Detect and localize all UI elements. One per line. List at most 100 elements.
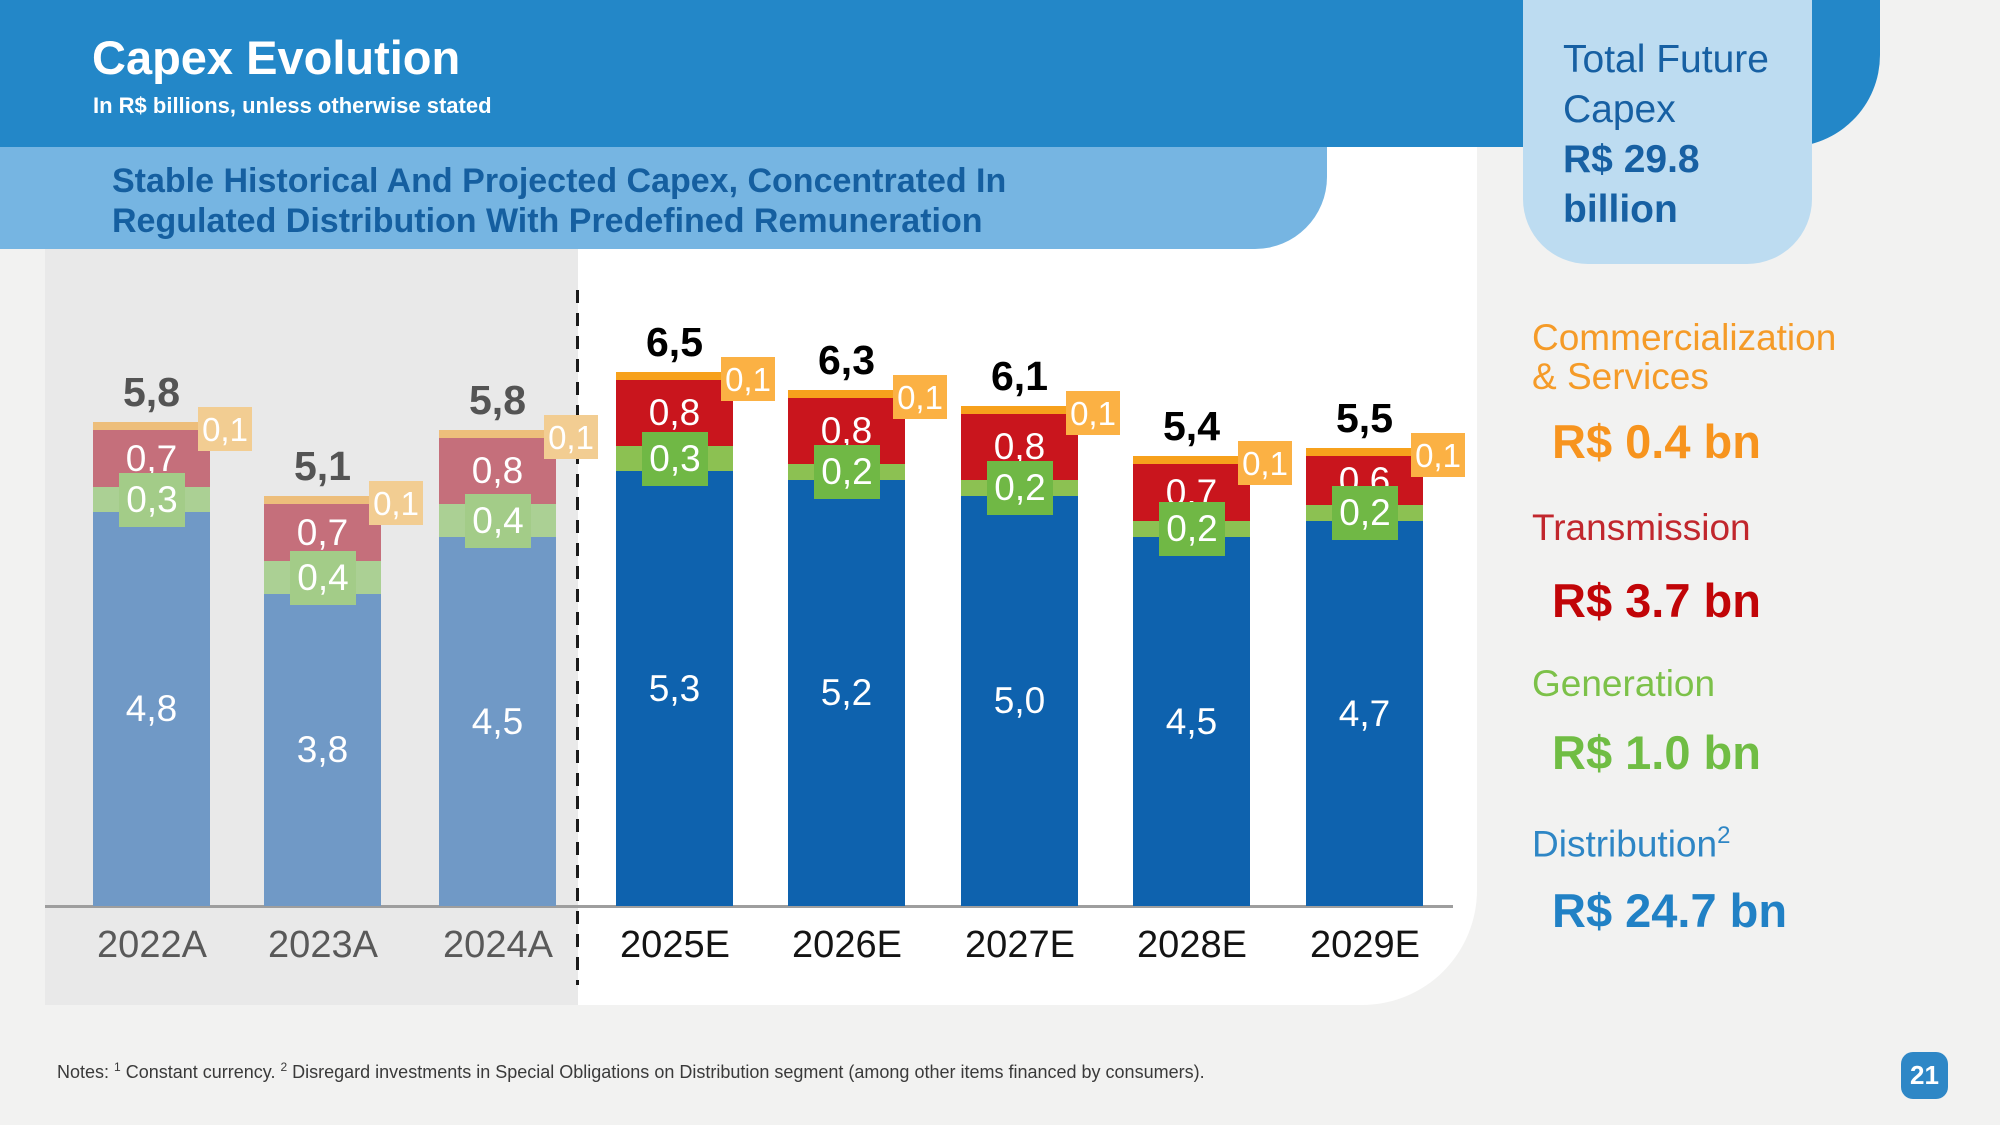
bar-2023A: 0,7 0,4 3,8 0,1 5,1 [264,444,423,906]
segment-commercialization [1133,456,1250,464]
segment-distribution [1306,521,1423,906]
x-axis-line [45,905,1453,908]
segment-distribution [616,471,733,906]
headline-line-2: Regulated Distribution With Predefined R… [112,202,983,240]
segment-commercialization [616,372,733,380]
commercialization-value-badge: 0,1 [893,375,947,419]
commercialization-value-badge: 0,1 [721,357,775,401]
bar-total-label: 6,5 [646,319,703,365]
legend-label: Commercialization & Services [1532,317,1837,397]
legend-item-transmission: Transmission R$ 3.7 bn [1532,508,1761,628]
segment-transmission [439,438,556,504]
legend-label: Transmission [1532,507,1751,548]
transmission-value-label: 0,8 [471,450,524,491]
distribution-value-label: 4,5 [1165,701,1218,742]
generation-value-badge: 0,3 [642,432,708,486]
distribution-value-label: 4,8 [125,688,178,729]
page-title: Capex Evolution [92,31,461,84]
historical-projected-separator [576,290,579,985]
commercialization-value-badge: 0,1 [1238,441,1292,485]
segment-distribution [264,594,381,906]
commercialization-value-badge: 0,1 [369,481,423,525]
segment-distribution [961,496,1078,906]
commercialization-value-badge: 0,1 [1066,391,1120,435]
legend-value: R$ 24.7 bn [1552,884,1788,938]
bar-total-label: 6,3 [818,337,875,383]
legend-value: R$ 1.0 bn [1552,726,1761,779]
axis-label-2022A: 2022A [97,924,207,966]
axis-label-2026E: 2026E [792,924,902,966]
segment-commercialization [788,390,905,398]
segment-distribution [439,537,556,906]
bar-2022A: 0,7 0,3 4,8 0,1 5,8 [93,370,252,906]
bar-total-label: 5,5 [1336,395,1393,441]
axis-label-2023A: 2023A [268,924,378,966]
bar-total-label: 5,8 [123,369,180,415]
bar-total-label: 6,1 [991,353,1048,399]
distribution-value-label: 4,7 [1338,693,1391,734]
distribution-value-label: 5,2 [820,672,873,713]
distribution-value-label: 3,8 [296,729,349,770]
axis-label-2028E: 2028E [1137,924,1247,966]
transmission-value-label: 0,8 [993,426,1046,467]
segment-distribution [93,512,210,906]
bar-2028E: 0,7 0,2 4,5 0,1 5,4 [1133,404,1292,906]
card-value-line-2: billion [1563,188,1678,231]
headline-line-1: Stable Historical And Projected Capex, C… [112,162,1007,200]
footnotes: Notes: 1 Constant currency. 2 Disregard … [57,1060,1205,1082]
transmission-value-label: 0,8 [648,392,701,433]
generation-value-badge: 0,4 [465,494,531,548]
segment-distribution [788,480,905,906]
bar-total-label: 5,4 [1163,403,1220,449]
bar-2026E: 0,8 0,2 5,2 0,1 6,3 [788,338,947,906]
commercialization-value-badge: 0,1 [544,415,598,459]
legend-item-generation: Generation R$ 1.0 bn [1532,664,1761,780]
legend-item-distribution: Distribution2 R$ 24.7 bn [1532,816,1787,938]
axis-label-2029E: 2029E [1310,924,1420,966]
commercialization-value-badge: 0,1 [1411,433,1465,477]
segment-commercialization [93,422,210,430]
generation-value-badge: 0,2 [1159,502,1225,556]
page-subtitle: In R$ billions, unless otherwise stated [93,93,492,118]
bar-2025E: 0,8 0,3 5,3 0,1 6,5 [616,320,775,906]
commercialization-value-badge: 0,1 [198,407,252,451]
transmission-value-label: 0,8 [820,410,873,451]
card-label-line-2: Capex [1563,88,1676,131]
bar-2027E: 0,8 0,2 5,0 0,1 6,1 [961,354,1120,906]
legend-item-commercialization-services: Commercialization & Services R$ 0.4 bn [1532,318,1836,469]
generation-value-badge: 0,2 [814,445,880,499]
axis-label-2027E: 2027E [965,924,1075,966]
headline-text: Stable Historical And Projected Capex, C… [112,161,1006,241]
transmission-value-label: 0,7 [296,512,349,553]
legend-label: Generation [1532,663,1716,704]
bar-2024A: 0,8 0,4 4,5 0,1 5,8 [439,378,598,906]
legend-value: R$ 0.4 bn [1552,415,1761,468]
total-future-capex-card: Total Future Capex R$ 29.8 billion [1523,0,1812,264]
segment-commercialization [264,496,381,504]
axis-label-2024A: 2024A [443,924,553,966]
generation-value-badge: 0,4 [290,551,356,605]
legend-label: Distribution2 [1532,822,1731,865]
generation-value-badge: 0,3 [119,473,185,527]
generation-value-badge: 0,2 [1332,486,1398,540]
bar-total-label: 5,1 [294,443,351,489]
page-number-badge: 21 [1901,1052,1948,1099]
distribution-value-label: 4,5 [471,701,524,742]
segment-distribution [1133,537,1250,906]
bar-total-label: 5,8 [469,377,526,423]
segment-commercialization [961,406,1078,414]
card-value-line-1: R$ 29.8 [1563,138,1700,181]
segment-commercialization [1306,448,1423,456]
generation-value-badge: 0,2 [987,461,1053,515]
headline-band: Stable Historical And Projected Capex, C… [0,147,1327,249]
segment-commercialization [439,430,556,438]
distribution-value-label: 5,3 [648,668,701,709]
distribution-value-label: 5,0 [993,680,1046,721]
bar-2029E: 0,6 0,2 4,7 0,1 5,5 [1306,396,1465,906]
transmission-value-label: 0,7 [125,438,178,479]
legend-value: R$ 3.7 bn [1552,574,1761,627]
card-label-line-1: Total Future [1563,38,1769,81]
axis-label-2025E: 2025E [620,924,730,966]
